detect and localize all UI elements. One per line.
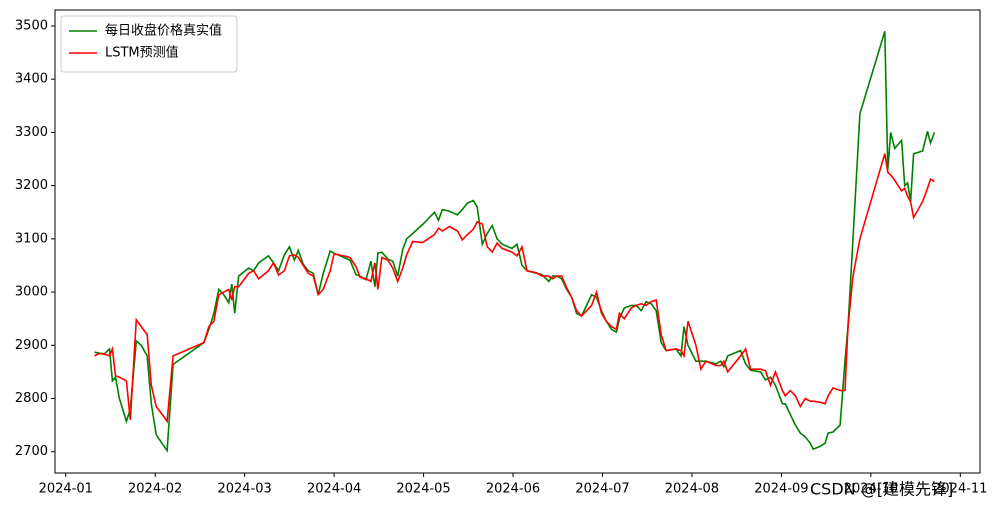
- x-tick-label: 2024-06: [486, 482, 540, 497]
- x-tick-label: 2024-09: [754, 482, 808, 497]
- x-tick-label: 2024-05: [396, 482, 450, 497]
- x-tick-label: 2024-10: [844, 482, 898, 497]
- y-tick-label: 2700: [15, 444, 48, 459]
- x-tick-label: 2024-11: [933, 482, 987, 497]
- y-tick-label: 2900: [15, 338, 48, 353]
- plot-frame: [54, 9, 981, 474]
- x-tick-label: 2024-03: [217, 482, 271, 497]
- y-tick-label: 3500: [15, 18, 48, 33]
- y-tick-label: 3200: [15, 178, 48, 193]
- y-tick-label: 3400: [15, 72, 48, 87]
- y-tick-label: 3100: [15, 231, 48, 246]
- legend-label: LSTM预测值: [105, 45, 179, 61]
- y-tick-label: 3000: [15, 285, 48, 300]
- series-line: [94, 153, 935, 424]
- legend-box: [60, 15, 238, 73]
- x-tick-label: 2024-07: [575, 482, 629, 497]
- legend-label: 每日收盘价格真实值: [105, 23, 222, 39]
- y-tick-label: 3300: [15, 125, 48, 140]
- series-line: [94, 31, 936, 453]
- watermark: CSDN @[建模先锋]: [810, 480, 953, 499]
- x-tick-label: 2024-04: [307, 482, 361, 497]
- x-tick-label: 2024-02: [128, 482, 182, 497]
- y-tick-label: 2800: [15, 391, 48, 406]
- x-tick-label: 2024-01: [39, 482, 93, 497]
- x-tick-label: 2024-08: [665, 482, 719, 497]
